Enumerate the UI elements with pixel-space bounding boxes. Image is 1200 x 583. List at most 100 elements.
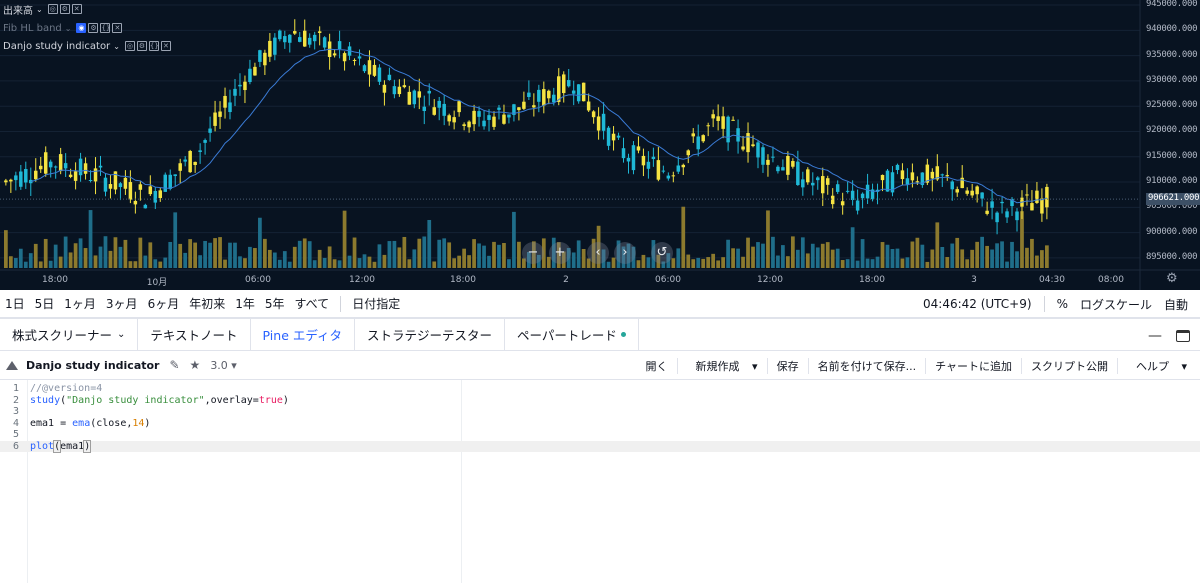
chevron-down-icon[interactable]: ⌄ xyxy=(36,4,43,14)
publish-script-button[interactable]: スクリプト公開 xyxy=(1020,357,1117,374)
scroll-left-button[interactable]: ‹ xyxy=(587,242,609,264)
code-line-2[interactable]: 2 study("Danjo study indicator",overlay=… xyxy=(0,395,1200,407)
version-selector[interactable]: 3.0 ▾ xyxy=(210,358,237,372)
volume-bar xyxy=(372,261,377,268)
eye-icon[interactable]: ◎ xyxy=(124,41,135,51)
reset-chart-button[interactable]: ↺ xyxy=(651,242,673,264)
save-button[interactable]: 保存 xyxy=(766,357,808,374)
volume-bar xyxy=(1030,238,1034,268)
range-5d[interactable]: 5日 xyxy=(34,297,55,311)
legend-danjo-indicator[interactable]: Danjo study indicator ⌄ ◎ ⚙ {} ✕ xyxy=(3,39,171,53)
source-code-icon[interactable]: {} xyxy=(148,41,159,51)
percent-scale-toggle[interactable]: % xyxy=(1056,297,1068,311)
code-line-4[interactable]: 4 ema1 = ema(close,14) xyxy=(0,418,1200,430)
tab-text-notes[interactable]: テキストノート xyxy=(138,319,251,350)
gear-icon[interactable]: ⚙ xyxy=(136,41,147,51)
range-ytd[interactable]: 年初来 xyxy=(189,297,226,311)
chart-pane[interactable]: 出来高 ⌄ ◎ ⚙ ✕ Fib HL band ⌄ ◉ ⚙ {} ✕ Danjo… xyxy=(0,0,1200,290)
candle-body xyxy=(432,107,436,115)
candle-body xyxy=(352,59,357,61)
tab-pine-editor[interactable]: Pine エディタ xyxy=(251,319,355,350)
candle-body xyxy=(930,171,935,179)
candle-body xyxy=(93,168,98,182)
volume-bar xyxy=(880,242,885,268)
range-6m[interactable]: 6ヶ月 xyxy=(147,297,180,311)
open-button[interactable]: 開く xyxy=(645,359,668,373)
auto-scale-toggle[interactable]: 自動 xyxy=(1163,297,1188,312)
volume-bar xyxy=(307,241,312,268)
volume-bar xyxy=(153,259,158,268)
range-5y[interactable]: 5年 xyxy=(264,297,285,311)
help-menu-button[interactable]: ヘルプ ▾ xyxy=(1116,357,1196,374)
gear-icon[interactable]: ⚙ xyxy=(88,23,99,33)
chart-settings-gear-icon[interactable]: ⚙ xyxy=(1166,271,1178,286)
tab-paper-trading[interactable]: ペーパートレード xyxy=(505,319,639,350)
volume-bar xyxy=(517,241,521,268)
star-icon[interactable]: ★ xyxy=(189,358,201,372)
candle-body xyxy=(771,156,775,158)
volume-bar xyxy=(422,236,427,268)
eye-icon[interactable]: ◉ xyxy=(76,23,87,33)
source-code-icon[interactable]: {} xyxy=(100,23,111,33)
code-line-5[interactable]: 5 xyxy=(0,429,1200,441)
pencil-icon[interactable]: ✎ xyxy=(169,358,180,372)
candle-body xyxy=(293,31,297,34)
maximize-panel-icon[interactable] xyxy=(1176,329,1190,342)
code-editor[interactable]: 1 //@version=4 2 study("Danjo study indi… xyxy=(0,380,1200,583)
volume-bar xyxy=(58,256,63,268)
candle-body xyxy=(801,179,805,188)
zoom-in-button[interactable]: + xyxy=(549,242,571,264)
chevron-down-icon[interactable]: ⌄ xyxy=(64,23,72,33)
new-menu-label: 新規作成 xyxy=(695,359,740,373)
range-1m[interactable]: 1ヶ月 xyxy=(64,297,96,311)
close-icon[interactable]: ✕ xyxy=(71,4,82,14)
zoom-out-button[interactable]: − xyxy=(522,242,544,264)
volume-bar xyxy=(771,236,775,268)
volume-bar xyxy=(163,257,168,268)
new-menu-button[interactable]: 新規作成 ▾ xyxy=(676,357,767,374)
price-chart[interactable] xyxy=(0,0,1200,290)
scroll-right-button[interactable]: › xyxy=(614,242,636,264)
volume-bar xyxy=(686,254,691,268)
range-3m[interactable]: 3ヶ月 xyxy=(105,297,138,311)
close-icon[interactable]: ✕ xyxy=(112,23,123,33)
volume-bar xyxy=(402,236,407,268)
volume-bar xyxy=(646,257,651,268)
save-as-button[interactable]: 名前を付けて保存... xyxy=(807,357,926,374)
chevron-down-icon[interactable]: ⌄ xyxy=(113,41,120,51)
candle-body xyxy=(377,67,382,82)
code-line-1[interactable]: 1 //@version=4 xyxy=(0,383,1200,395)
volume-bar xyxy=(263,238,267,268)
volume-bar xyxy=(123,239,128,268)
candle-body xyxy=(183,159,187,162)
candle-body xyxy=(477,111,481,117)
add-to-chart-button[interactable]: チャートに追加 xyxy=(925,357,1021,374)
range-all[interactable]: すべて xyxy=(294,297,330,311)
range-1d[interactable]: 1日 xyxy=(5,297,25,311)
candle-body xyxy=(686,150,691,156)
log-scale-toggle[interactable]: ログスケール xyxy=(1079,297,1152,312)
range-1y[interactable]: 1年 xyxy=(235,297,255,311)
chevron-down-icon[interactable]: ⌄ xyxy=(117,329,126,340)
candle-body xyxy=(203,140,207,143)
eye-icon[interactable]: ◎ xyxy=(47,4,58,14)
tab-strategy-tester[interactable]: ストラテジーテスター xyxy=(355,319,506,350)
candle-body xyxy=(527,92,531,98)
candle-body xyxy=(806,169,810,183)
candle-body xyxy=(103,177,108,192)
code-line-3[interactable]: 3 xyxy=(0,406,1200,418)
date-pick-button[interactable]: 日付指定 xyxy=(352,297,401,311)
legend-fib-hl-band[interactable]: Fib HL band ⌄ ◉ ⚙ {} ✕ xyxy=(3,21,123,35)
volume-bar xyxy=(631,246,636,268)
code-line-6[interactable]: 6 plot(ema1) xyxy=(0,439,1200,453)
volume-bar xyxy=(701,258,706,268)
minimize-panel-button[interactable]: — xyxy=(1148,327,1162,344)
tab-stock-screener[interactable]: 株式スクリーナー ⌄ xyxy=(0,319,139,350)
close-icon[interactable]: ✕ xyxy=(160,41,171,51)
clock-time[interactable]: 04:46:42 (UTC+9) xyxy=(923,297,1032,311)
gear-icon[interactable]: ⚙ xyxy=(59,4,70,14)
script-name[interactable]: Danjo study indicator xyxy=(6,359,159,372)
legend-volume[interactable]: 出来高 ⌄ ◎ ⚙ ✕ xyxy=(3,2,82,17)
ema-line xyxy=(30,48,1048,204)
volume-bar xyxy=(472,239,476,268)
